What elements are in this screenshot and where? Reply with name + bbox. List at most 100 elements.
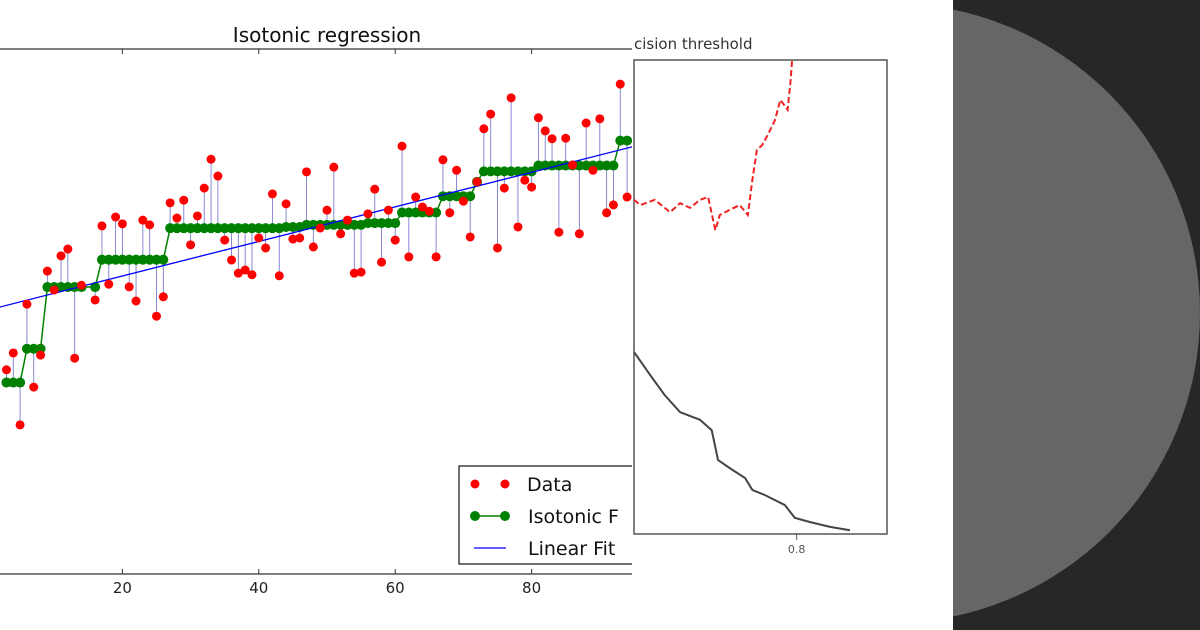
data-point bbox=[322, 205, 332, 215]
data-point bbox=[349, 268, 359, 278]
data-point bbox=[145, 220, 155, 230]
data-point bbox=[342, 215, 352, 225]
data-point bbox=[111, 212, 121, 222]
data-point bbox=[152, 311, 161, 321]
data-point bbox=[131, 296, 141, 306]
data-point bbox=[192, 211, 202, 221]
data-point bbox=[254, 233, 264, 243]
linear-fit-line bbox=[0, 146, 632, 308]
data-point bbox=[397, 141, 407, 151]
data-point bbox=[513, 222, 523, 232]
data-point bbox=[527, 182, 537, 192]
data-point bbox=[104, 279, 114, 289]
data-point bbox=[411, 192, 421, 202]
data-point bbox=[329, 162, 339, 172]
isotonic-point bbox=[90, 282, 101, 293]
data-point bbox=[117, 219, 127, 229]
data-point bbox=[186, 240, 196, 250]
data-point bbox=[213, 171, 223, 181]
data-point bbox=[568, 160, 578, 170]
data-point bbox=[363, 209, 373, 219]
legend-label-linear: Linear Fit bbox=[528, 538, 615, 560]
data-point bbox=[1, 365, 11, 375]
data-point bbox=[97, 221, 107, 231]
data-point bbox=[22, 299, 32, 309]
data-point bbox=[76, 280, 86, 290]
data-point bbox=[8, 348, 18, 358]
data-point bbox=[404, 252, 414, 262]
data-point bbox=[172, 213, 182, 223]
legend: Data Isotonic F Linear Fit bbox=[458, 465, 632, 565]
data-point bbox=[520, 175, 530, 185]
data-point bbox=[302, 167, 312, 177]
x-tick-label: 80 bbox=[522, 579, 541, 597]
legend-data-marker bbox=[470, 479, 480, 489]
data-point bbox=[424, 206, 434, 216]
data-point bbox=[56, 251, 66, 261]
data-point bbox=[438, 155, 448, 165]
chart-title: cision threshold bbox=[634, 35, 753, 53]
decision-threshold-chart: cision threshold 0.8 bbox=[632, 0, 953, 630]
data-point bbox=[472, 177, 482, 187]
data-point bbox=[588, 165, 598, 175]
data-point bbox=[356, 267, 366, 277]
isotonic-regression-chart: Isotonic regression 20 40 60 80 Data Isoton… bbox=[0, 23, 632, 597]
data-point bbox=[15, 420, 25, 430]
data-point bbox=[124, 282, 134, 292]
legend-data-marker bbox=[500, 479, 510, 489]
data-point bbox=[267, 189, 277, 199]
data-point bbox=[158, 292, 168, 302]
isotonic-point bbox=[526, 166, 537, 177]
data-point bbox=[336, 229, 346, 239]
data-point bbox=[90, 295, 100, 305]
data-point bbox=[506, 93, 516, 103]
dark-panel bbox=[953, 0, 1200, 630]
data-point bbox=[165, 198, 175, 208]
data-point bbox=[281, 199, 291, 209]
data-point bbox=[615, 79, 625, 89]
x-tick-label: 40 bbox=[249, 579, 268, 597]
legend-isotonic-marker bbox=[470, 511, 480, 521]
data-point bbox=[220, 235, 230, 245]
data-point bbox=[227, 255, 237, 265]
data-point bbox=[247, 270, 257, 280]
data-point bbox=[499, 183, 509, 193]
data-point bbox=[554, 227, 564, 237]
data-point bbox=[206, 154, 216, 164]
data-point bbox=[179, 195, 189, 205]
data-point bbox=[288, 234, 298, 244]
data-point bbox=[465, 232, 475, 242]
data-point bbox=[70, 353, 80, 363]
data-point bbox=[540, 126, 550, 136]
data-point bbox=[370, 184, 380, 194]
plot-frame bbox=[633, 59, 888, 535]
data-point bbox=[602, 208, 612, 218]
data-point bbox=[561, 133, 571, 143]
isotonic-point bbox=[158, 254, 169, 265]
data-point bbox=[452, 165, 462, 175]
data-point bbox=[486, 109, 496, 119]
data-point bbox=[29, 382, 39, 392]
isotonic-point bbox=[35, 343, 46, 354]
isotonic-point bbox=[390, 218, 401, 229]
data-point bbox=[42, 266, 52, 276]
data-point bbox=[274, 271, 284, 281]
data-point bbox=[308, 242, 318, 252]
data-point bbox=[574, 229, 584, 239]
data-point bbox=[63, 244, 73, 254]
isotonic-point bbox=[465, 191, 476, 202]
data-point bbox=[595, 114, 605, 124]
gray-circle-shape bbox=[953, 9, 1200, 617]
dashed-red-curve bbox=[634, 60, 794, 231]
chart-title: Isotonic regression bbox=[233, 23, 421, 47]
data-point bbox=[622, 192, 632, 202]
data-point bbox=[417, 202, 427, 212]
data-point bbox=[295, 233, 305, 243]
data-point bbox=[431, 252, 441, 262]
data-point bbox=[493, 243, 502, 253]
data-point bbox=[458, 196, 468, 206]
legend-label-isotonic: Isotonic F bbox=[528, 506, 619, 528]
legend-isotonic-marker bbox=[500, 511, 510, 521]
data-point bbox=[261, 243, 271, 253]
